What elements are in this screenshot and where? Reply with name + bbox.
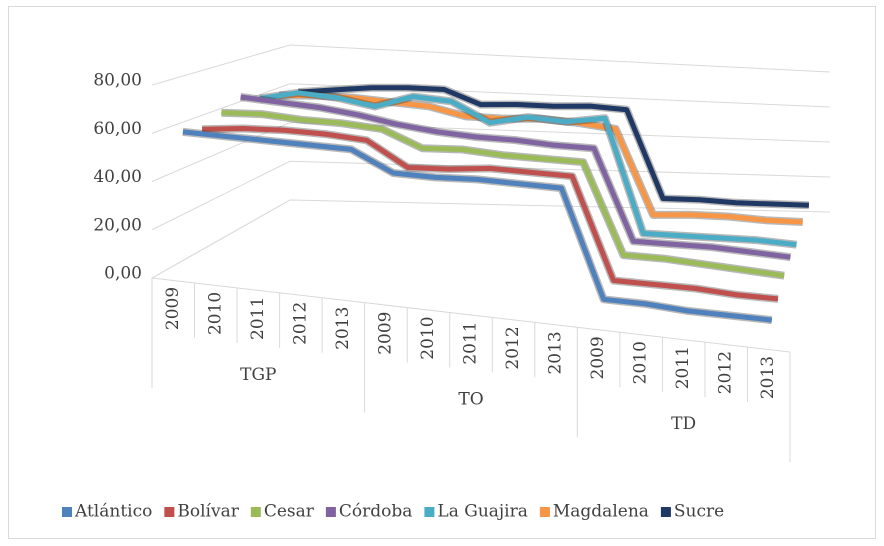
legend-swatch [424,507,435,517]
x-tick-label: 2011 [461,321,481,364]
chart-border [8,6,876,539]
group-label: TGP [240,365,276,385]
group-label: TO [458,390,483,410]
grid-line [151,121,831,182]
floor-edge [151,277,791,353]
x-tick-label: 2012 [503,326,523,369]
legend-label: La Guajira [437,502,527,522]
series-line [298,85,809,208]
floor-side [151,199,291,279]
series-line [259,90,797,248]
legend-label: Atlántico [74,502,152,522]
x-tick-label: 2011 [673,346,693,389]
legend-swatch [164,507,175,517]
series-line [202,126,779,302]
y-tick-label: 80,00 [93,71,142,91]
x-tick-label: 2010 [205,292,225,335]
group-label: TD [671,414,696,434]
x-tick-label: 2012 [716,351,736,394]
legend-label: Magdalena [553,502,649,522]
legend-label: Bolívar [177,502,239,522]
x-tick-label: 2010 [631,341,651,384]
y-tick-label: 20,00 [93,215,142,235]
y-tick-label: 0,00 [104,264,142,284]
legend-swatch [250,507,261,517]
legend-swatch [539,507,550,517]
x-tick-label: 2013 [546,331,566,374]
x-tick-label: 2009 [163,287,183,330]
legend-swatch [325,507,336,517]
grid-line [151,83,831,134]
x-tick-label: 2010 [418,316,438,359]
x-tick-label: 2012 [290,302,310,345]
legend-label: Cesar [264,502,315,522]
legend-swatch [62,507,72,517]
legend-label: Sucre [674,502,724,522]
legend-label: Córdoba [339,502,413,522]
x-tick-label: 2011 [248,297,268,340]
grid-line [151,44,831,86]
series-line [182,129,773,323]
legend-swatch [660,507,671,517]
x-tick-label: 2009 [588,336,608,379]
series-line [240,94,791,260]
y-tick-label: 40,00 [93,167,142,187]
x-tick-label: 2009 [375,312,395,355]
x-tick-label: 2013 [758,356,778,399]
y-tick-label: 60,00 [93,119,142,139]
x-tick-label: 2013 [333,307,353,350]
series-line [221,110,785,279]
